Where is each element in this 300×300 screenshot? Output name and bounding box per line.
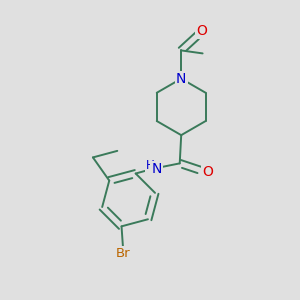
Text: N: N xyxy=(176,72,186,86)
Text: Br: Br xyxy=(116,247,130,260)
Text: O: O xyxy=(202,165,213,179)
Text: O: O xyxy=(196,24,207,38)
Text: H: H xyxy=(146,159,155,172)
Text: N: N xyxy=(152,162,162,176)
